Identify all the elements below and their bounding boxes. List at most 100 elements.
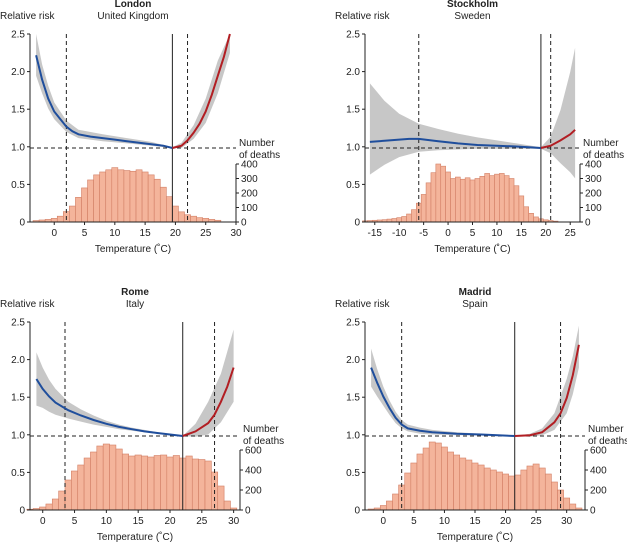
deaths-axis-label: of deaths [243,436,284,447]
histogram-bar [141,171,149,223]
deaths-tick-label: 0 [585,218,591,229]
histogram-bar [93,174,100,223]
deaths-tick-label: 200 [585,189,602,200]
histogram-bar [178,211,185,223]
x-tick-label: 0 [445,228,451,239]
y-tick-label: 2.0 [11,355,25,366]
histogram-bar [396,217,402,223]
histogram-bar [121,453,129,511]
histogram-bar [465,459,473,511]
histogram-bar [502,473,509,511]
confidence-band [36,34,230,148]
country-subtitle: Italy [126,299,144,310]
histogram-bar [50,218,58,223]
x-tick-label: -5 [419,228,428,239]
y-tick-label: 0 [19,218,25,229]
y-tick-label: 2.5 [11,30,25,41]
histogram-bar [533,216,539,223]
histogram-bar [503,175,510,223]
x-tick-label: 25 [565,228,577,239]
deaths-axis-label: of deaths [588,436,627,447]
histogram-bar [166,456,174,511]
histogram-bar [520,469,528,511]
y-tick-label: 0 [354,218,360,229]
histogram-bar [477,464,485,511]
histogram-bar [469,179,476,223]
x-tick-label: 25 [196,516,208,527]
x-tick-label: 20 [500,516,512,527]
histogram-bar [445,171,451,223]
histogram-bar [141,455,149,511]
histogram-bar [479,176,486,223]
y-tick-label: 0.5 [346,468,360,479]
histogram-bar [514,474,522,511]
y-tick-label: 1.5 [346,105,360,116]
histogram-bar [153,455,161,511]
histogram-bar [386,500,393,511]
histogram-bar [87,179,94,223]
histogram-bar [51,498,59,511]
histogram-bar [434,442,442,511]
histogram-bar [450,178,456,223]
histogram-bar [147,456,155,511]
y-axis-label: Relative risk [0,11,55,22]
y-tick-label: 1.5 [346,393,360,404]
histogram-bar [428,441,436,511]
x-tick-label: 15 [140,228,152,239]
x-tick-label: 5 [411,516,417,527]
histogram-bar [71,470,79,511]
histogram-bar [217,485,225,511]
histogram-bar [147,174,155,223]
deaths-tick-label: 200 [245,486,262,497]
x-tick-label: 30 [561,516,573,527]
country-subtitle: Sweden [454,11,490,22]
x-tick-label: 15 [516,228,528,239]
country-subtitle: Spain [462,299,488,310]
histogram-bar [190,215,197,223]
y-axis-label: Relative risk [335,299,390,310]
histogram-bar [172,455,180,511]
histogram-bar [532,463,540,511]
city-title: Rome [121,287,149,298]
deaths-tick-label: 100 [241,203,258,214]
histogram-bar [102,443,110,511]
histogram-bar [128,455,136,511]
histogram-bar [83,457,91,511]
y-tick-label: 1.5 [11,105,25,116]
x-axis-label: Temperature (˚C) [95,243,171,255]
x-tick-label: 0 [381,516,387,527]
histogram-bar [447,451,454,511]
x-tick-label: 30 [228,516,240,527]
x-tick-label: 15 [469,516,481,527]
x-tick-label: 20 [170,228,182,239]
histogram-bar [45,503,53,511]
deaths-tick-label: 600 [245,446,262,457]
y-tick-label: 1.0 [11,430,25,441]
histogram-bar [117,169,125,223]
y-tick-label: 2.5 [346,318,360,329]
histogram-bar [425,182,432,223]
histogram-bar [563,497,571,511]
histogram-bar [496,471,503,511]
chart-panel-rome: 0 0.5 1.0 1.5 2.0 2.5 0 5 10 15 20 25 30 0 200 400 600 Nu… [0,287,284,543]
histogram-bar [99,171,107,223]
histogram-bar [483,467,491,511]
deaths-tick-label: 400 [241,160,258,171]
x-tick-label: 20 [164,516,176,527]
histogram-bar [172,205,179,223]
heat-risk-curve [514,344,580,437]
x-tick-label: 10 [109,228,121,239]
x-tick-label: 10 [101,516,113,527]
histogram-bar [459,457,467,511]
histogram-bar [105,169,113,223]
y-axis-label: Relative risk [335,11,390,22]
histogram-bar [69,205,76,223]
histogram-bar [441,446,448,511]
histogram-bar [526,465,534,511]
histogram-bar [159,186,167,223]
histogram-bar [406,213,412,223]
histogram-bar [204,460,212,511]
histogram-bar [489,469,497,511]
histogram-bar [484,173,490,223]
histogram-bar [411,209,417,223]
